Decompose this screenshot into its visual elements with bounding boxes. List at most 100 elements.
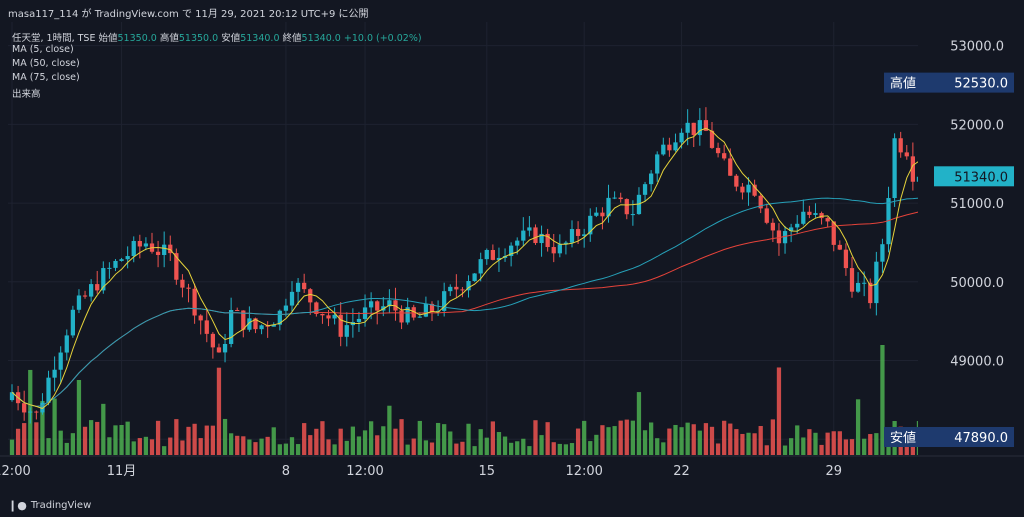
candle-body	[107, 267, 112, 269]
candle-body	[338, 314, 343, 337]
volume-bar	[338, 428, 343, 455]
candle-body	[545, 233, 550, 248]
volume-bar	[460, 441, 465, 455]
volume-bar	[155, 420, 161, 455]
price-axis[interactable]: 53000.052000.051000.050000.049000.048000…	[918, 22, 1024, 469]
volume-bar	[728, 423, 733, 455]
candle-body	[89, 284, 94, 297]
candle-body	[758, 195, 763, 209]
volume-bar	[478, 429, 483, 455]
volume-bar	[533, 420, 538, 455]
candle-body	[484, 249, 489, 260]
volume-bar	[685, 422, 690, 455]
ma50-legend[interactable]: MA (50, close)	[12, 58, 80, 69]
candle-body	[789, 227, 794, 232]
volume-bar	[466, 423, 471, 455]
attribution-text: masa117_114 が TradingView.com で 11月 29, …	[8, 9, 369, 20]
price-tag-value: 51340.0	[954, 170, 1008, 185]
volume-bar	[137, 438, 142, 455]
volume-bar	[764, 445, 769, 455]
volume-bar	[862, 438, 867, 455]
volume-bar	[369, 421, 374, 455]
candle-body	[113, 260, 118, 268]
candle-body	[210, 333, 215, 348]
volume-bar	[375, 435, 380, 455]
volume-bar	[649, 422, 654, 455]
candle-body	[259, 325, 264, 330]
tradingview-brand[interactable]: ❙● TradingView	[8, 499, 91, 512]
ma75-legend[interactable]: MA (75, close)	[12, 72, 80, 83]
candle-body	[70, 309, 75, 336]
candle-body	[143, 243, 149, 247]
symbol-info: 任天堂, 1時間, TSE	[12, 33, 96, 44]
candle-body	[776, 230, 782, 244]
candle-body	[186, 287, 191, 289]
volume-bar	[435, 422, 441, 455]
volume-bar	[76, 379, 82, 455]
volume-bar	[849, 439, 855, 455]
volume-bar	[362, 430, 368, 455]
candlestick-chart[interactable]: 53000.052000.051000.050000.049000.048000…	[0, 0, 1024, 491]
volume-bar	[697, 430, 702, 455]
candle-body	[728, 158, 733, 176]
ma5-legend[interactable]: MA (5, close)	[12, 44, 74, 55]
candle-body	[460, 289, 465, 291]
time-axis[interactable]: 12:00 11月 8 12:00 15 12:00 22 29	[0, 455, 1024, 479]
volume-bar	[630, 420, 635, 455]
candle-body	[898, 138, 903, 153]
candle-body	[661, 144, 666, 155]
change-value: +10.0 (+0.02%)	[343, 33, 422, 44]
volume-bar	[320, 421, 325, 455]
candle-body	[649, 173, 654, 185]
volume-bar	[819, 444, 824, 455]
candle-body	[253, 318, 258, 330]
candle-body	[155, 251, 161, 256]
volume-bar	[594, 434, 599, 455]
volume-bar	[795, 425, 800, 455]
price-axis-bg	[918, 22, 1024, 469]
volume-bar	[758, 426, 763, 455]
candle-body	[837, 244, 842, 250]
volume-bar	[247, 439, 252, 455]
candle-body	[557, 244, 562, 254]
footer: ❙● TradingView	[0, 491, 1024, 517]
price-tag-box	[934, 166, 1014, 187]
volume-bar	[302, 423, 307, 455]
candle-body	[594, 212, 599, 216]
low-label: 安値	[221, 33, 241, 44]
candle-body	[600, 212, 605, 217]
volume-bar	[399, 419, 404, 455]
volume-legend[interactable]: 出来高	[12, 89, 41, 100]
candle-body	[198, 315, 203, 321]
volume-bar	[752, 433, 757, 455]
volume-bar	[186, 426, 191, 455]
volume-bar	[235, 435, 240, 455]
candle-body	[34, 411, 39, 413]
candle-body	[289, 291, 295, 306]
candle-body	[277, 310, 282, 325]
volume-bar	[64, 442, 69, 455]
volume-bar	[709, 426, 715, 455]
volume-bar	[82, 426, 88, 455]
candle-body	[64, 335, 69, 353]
volume-bar	[326, 439, 331, 455]
volume-bar	[545, 422, 550, 455]
high-label: 高値	[159, 33, 179, 44]
volume-bar	[101, 403, 106, 455]
volume-bar	[855, 399, 861, 455]
candle-body	[472, 273, 477, 281]
volume-bar	[801, 437, 806, 455]
volume-bar	[703, 423, 709, 455]
volume-bar	[569, 443, 575, 455]
candle-body	[722, 153, 727, 159]
volume-bar	[904, 444, 909, 455]
candle-body	[563, 242, 569, 245]
candle-body	[813, 213, 818, 215]
candle-body	[703, 120, 709, 131]
volume-bar	[314, 428, 319, 455]
candle-body	[527, 227, 532, 231]
volume-bar	[606, 427, 611, 455]
candle-body	[82, 295, 88, 297]
candle-body	[28, 411, 33, 413]
candle-body	[849, 268, 855, 292]
